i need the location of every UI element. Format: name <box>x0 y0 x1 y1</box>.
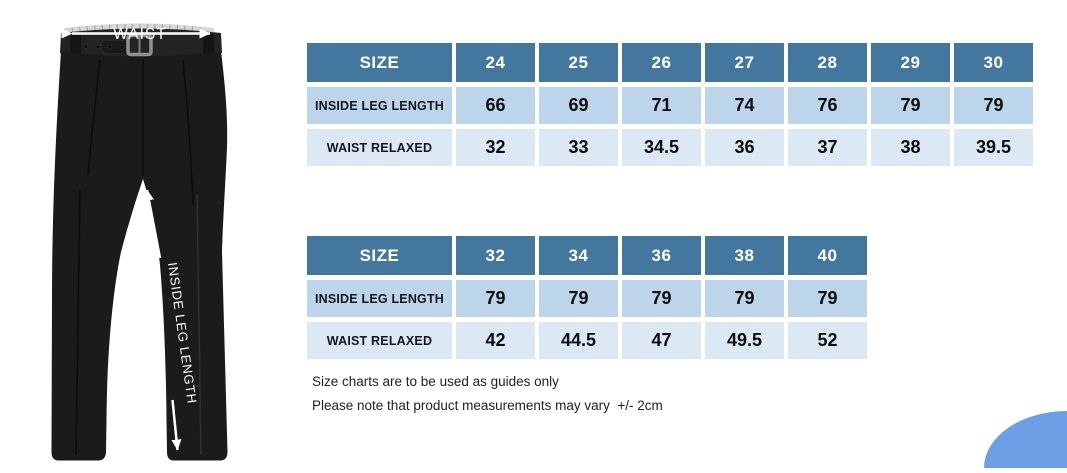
trousers-photo: WAIST INSIDE LEG LENGTH <box>51 23 228 461</box>
measurement-cell: 39.5 <box>954 129 1033 166</box>
note-measurement-tolerance: Please note that product measurements ma… <box>312 398 663 413</box>
table-header-row: SIZE 24 25 26 27 28 29 30 <box>307 43 1033 82</box>
size-header-cell: 27 <box>705 43 784 82</box>
measurement-cell: 79 <box>456 280 535 317</box>
size-header-cell: 24 <box>456 43 535 82</box>
crease-highlight <box>196 194 202 456</box>
measurement-cell: 36 <box>705 129 784 166</box>
size-header-cell: 25 <box>539 43 618 82</box>
size-header-cell: 30 <box>954 43 1033 82</box>
belt-tip <box>101 39 129 55</box>
table-header-row: SIZE 32 34 36 38 40 <box>307 236 867 275</box>
size-header-cell: 34 <box>539 236 618 275</box>
measurement-cell: 79 <box>705 280 784 317</box>
row-label-cell: INSIDE LEG LENGTH <box>307 280 452 317</box>
measurement-cell: 79 <box>539 280 618 317</box>
measurement-cell: 66 <box>456 87 535 124</box>
measurement-cell: 32 <box>456 129 535 166</box>
measurement-cell: 37 <box>788 129 867 166</box>
corner-accent-shape <box>984 411 1067 468</box>
table-row: INSIDE LEG LENGTH 79 79 79 79 79 <box>307 280 867 317</box>
measurement-cell: 79 <box>622 280 701 317</box>
measurement-cell: 34.5 <box>622 129 701 166</box>
size-header-cell: 29 <box>871 43 950 82</box>
waist-measure-arrow: WAIST <box>61 26 211 43</box>
measurement-cell: 79 <box>788 280 867 317</box>
measurement-cell: 76 <box>788 87 867 124</box>
size-chart-table-2: SIZE 32 34 36 38 40 INSIDE LEG LENGTH 79 79 79 79 7… <box>303 231 871 364</box>
trousers-body <box>51 51 228 461</box>
measurement-cell: 49.5 <box>705 322 784 359</box>
table-row: INSIDE LEG LENGTH 66 69 71 74 76 79 79 <box>307 87 1033 124</box>
fabric-creases <box>75 59 194 456</box>
size-header-cell: 28 <box>788 43 867 82</box>
measurement-cell: 69 <box>539 87 618 124</box>
measurement-cell: 79 <box>871 87 950 124</box>
size-header-cell: 38 <box>705 236 784 275</box>
belt-holes <box>83 44 125 50</box>
measurement-cell: 42 <box>456 322 535 359</box>
measurement-cell: 79 <box>954 87 1033 124</box>
size-chart-table-1: SIZE 24 25 26 27 28 29 30 INSIDE LEG LENGTH 66 69 7… <box>303 38 1037 171</box>
table-row: WAIST RELAXED 42 44.5 47 49.5 52 <box>307 322 867 359</box>
row-label-cell: WAIST RELAXED <box>307 129 452 166</box>
measurement-cell: 44.5 <box>539 322 618 359</box>
measurement-cell: 47 <box>622 322 701 359</box>
row-label-cell: INSIDE LEG LENGTH <box>307 87 452 124</box>
size-header-cell: 40 <box>788 236 867 275</box>
row-label-cell: WAIST RELAXED <box>307 322 452 359</box>
waist-label: WAIST <box>113 26 167 43</box>
measurement-cell: 74 <box>705 87 784 124</box>
trousers-diagram: WAIST INSIDE LEG LENGTH <box>0 0 280 468</box>
measurement-cell: 52 <box>788 322 867 359</box>
measurement-cell: 71 <box>622 87 701 124</box>
size-column-header: SIZE <box>307 236 452 275</box>
size-header-cell: 32 <box>456 236 535 275</box>
size-header-cell: 36 <box>622 236 701 275</box>
note-guides-only: Size charts are to be used as guides onl… <box>312 374 559 389</box>
table-row: WAIST RELAXED 32 33 34.5 36 37 38 39.5 <box>307 129 1033 166</box>
size-header-cell: 26 <box>622 43 701 82</box>
measurement-cell: 38 <box>871 129 950 166</box>
measurement-cell: 33 <box>539 129 618 166</box>
size-column-header: SIZE <box>307 43 452 82</box>
